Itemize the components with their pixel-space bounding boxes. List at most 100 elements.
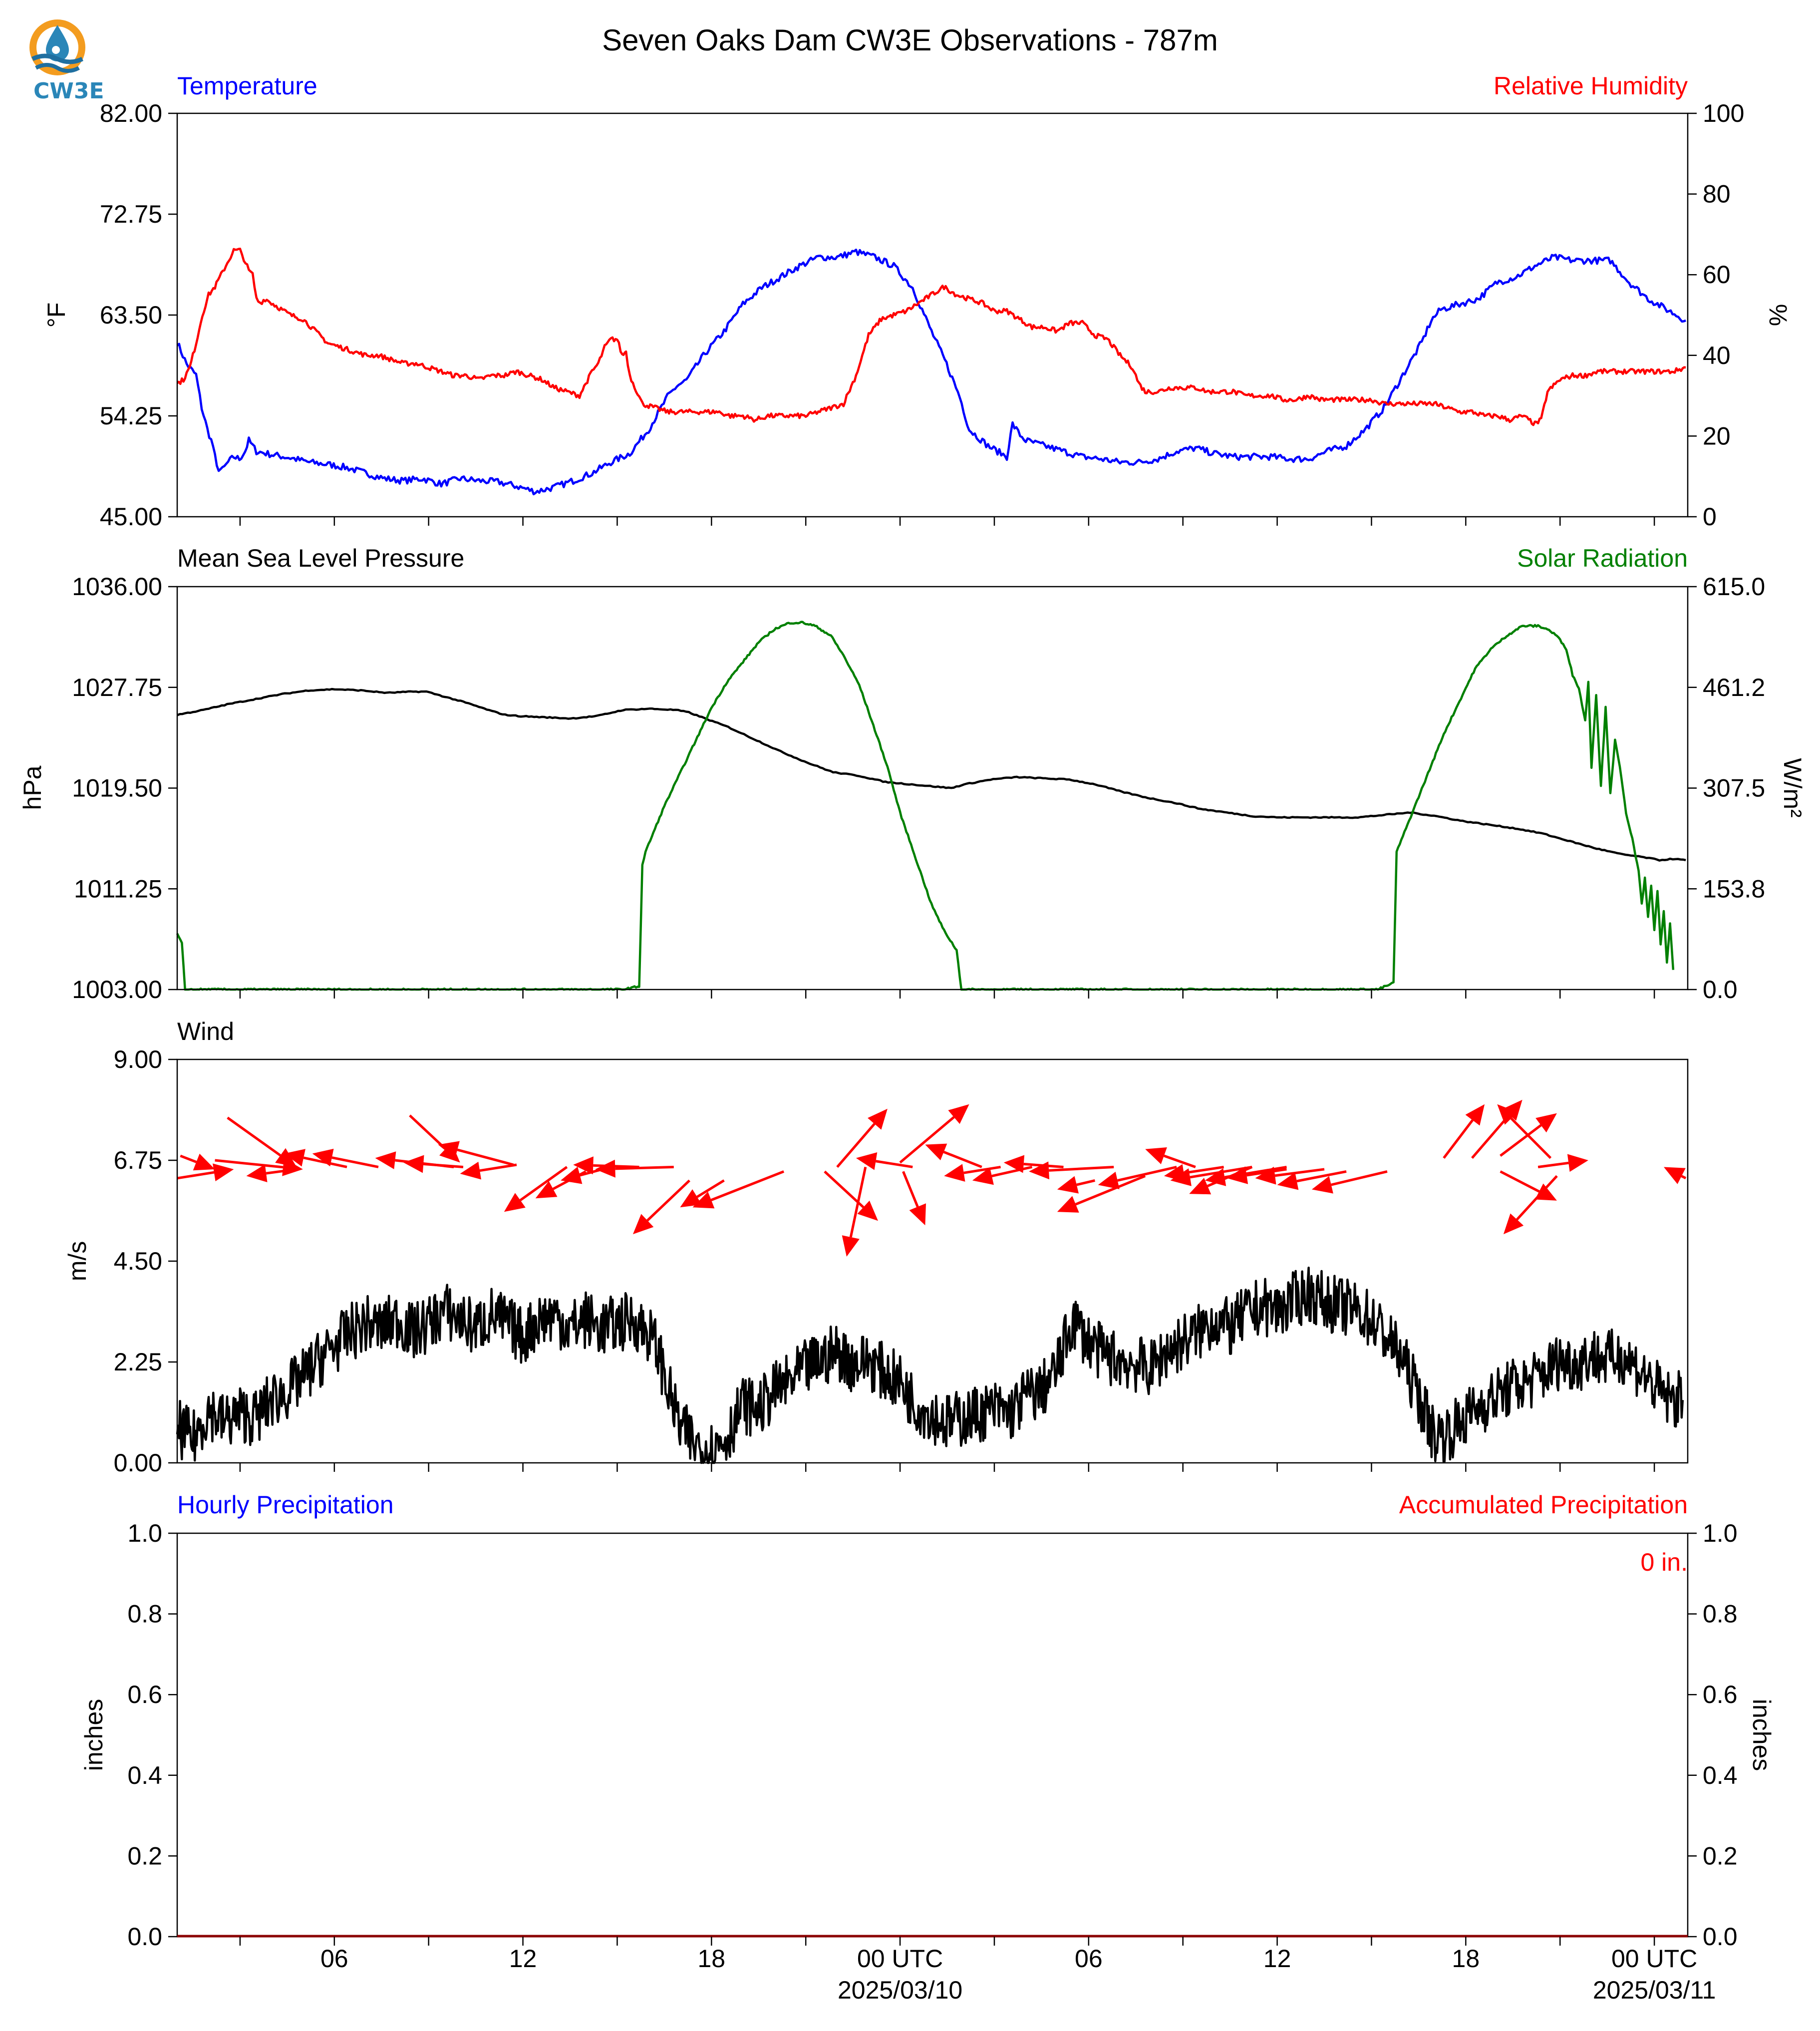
temperature-plot-frame	[176, 112, 1689, 518]
wind-arrow-shaft	[1274, 1168, 1325, 1177]
humidity-title: Relative Humidity	[1494, 72, 1688, 100]
y-tick-label: 9.00	[114, 1045, 162, 1073]
temperature-plot-area	[176, 248, 1686, 496]
y-tick-label: 1036.00	[72, 573, 162, 601]
wind-arrow	[573, 1156, 639, 1175]
temperature-line	[176, 249, 1686, 496]
wind-arrow	[460, 1161, 517, 1180]
cw3e-water-drop-logo-icon	[29, 19, 85, 75]
wind-arrow-head	[1226, 1166, 1248, 1184]
wind-arrow-shaft	[593, 1164, 639, 1168]
wind-arrow	[902, 1171, 926, 1226]
wind-arrow-head	[856, 1152, 878, 1170]
wind-arrow-shaft	[519, 1166, 568, 1202]
wind-arrow-shaft	[824, 1170, 865, 1208]
temperature-title: Temperature	[177, 72, 317, 100]
wind-arrow-shaft	[1076, 1179, 1096, 1186]
wind-arrow-shaft	[1500, 1124, 1542, 1157]
wind-arrow	[595, 1159, 674, 1178]
wind-arrow	[227, 1116, 297, 1167]
y-tick-label: 40	[1703, 341, 1731, 369]
wind-arrow-shaft	[943, 1150, 982, 1168]
wind-arrow	[842, 1166, 867, 1257]
pressure-y-ticks: 1003.00 1011.25 1019.50 1027.75 1036.00	[72, 573, 177, 1004]
wind-arrow-shaft	[266, 1168, 297, 1175]
wind-arrow	[504, 1166, 568, 1212]
temperature-x-ticks	[239, 517, 1655, 526]
y-tick-label: 0.4	[127, 1761, 162, 1789]
wind-arrow	[180, 1153, 215, 1171]
precipitation-plot-frame	[176, 1532, 1689, 1938]
wind-arrow-head	[275, 1148, 297, 1167]
y-tick-label: 1.0	[127, 1519, 162, 1547]
y-tick-label: 461.2	[1703, 674, 1765, 701]
y-tick-label: 20	[1703, 422, 1731, 450]
panel-precipitation: Hourly Precipitation Accumulated Precipi…	[80, 1491, 1776, 1951]
wind-arrow	[1500, 1170, 1557, 1201]
x-tick-label: 18	[698, 1945, 726, 1973]
humidity-y-ticks: 0 20 40 60 80 100	[1688, 99, 1744, 531]
wind-arrow-head	[1503, 1213, 1524, 1235]
x-tick-label: 12	[509, 1945, 537, 1973]
wind-arrow-head	[1535, 1113, 1557, 1133]
x-axis-labels: 06 12 18 00 UTC 06 12 18 00 UTC 2025/03/10 2025/0…	[320, 1945, 1716, 2004]
panel-wind: Wind 0.00 2.25 4.50 6.75 9.00 m/s	[63, 1017, 1689, 1477]
wind-arrow-shaft	[696, 1179, 725, 1198]
solar-line	[176, 621, 1675, 991]
accum-precip-y-ticks: 0.0 0.2 0.4 0.6 0.8 1.0	[1688, 1519, 1738, 1951]
wind-arrow	[1277, 1170, 1347, 1190]
wind-arrow-shaft	[849, 1166, 867, 1238]
wind-arrow	[1255, 1166, 1325, 1185]
wind-arrow-head	[1003, 1155, 1025, 1173]
wind-arrow-head	[1029, 1161, 1050, 1180]
solar-unit-label: W/m²	[1779, 758, 1807, 817]
wind-arrow	[836, 1108, 888, 1168]
wind-arrow	[1664, 1167, 1687, 1184]
y-tick-label: 307.5	[1703, 774, 1765, 802]
wind-arrow-shaft	[1471, 1114, 1511, 1159]
wind-arrow	[632, 1179, 690, 1235]
wind-arrow-head	[944, 1164, 965, 1182]
wind-arrow-shaft	[1184, 1165, 1224, 1174]
y-tick-label: 80	[1703, 180, 1731, 208]
wind-arrow	[899, 1104, 969, 1164]
wind-arrow-head	[1145, 1147, 1167, 1164]
wind-arrow	[177, 1163, 234, 1181]
solar-title: Solar Radiation	[1517, 544, 1688, 572]
wind-arrow-head	[1057, 1196, 1079, 1213]
wind-x-ticks	[239, 1463, 1655, 1472]
temperature-unit-label: °F	[42, 303, 70, 328]
wind-y-ticks: 0.00 2.25 4.50 6.75 9.00	[114, 1045, 177, 1477]
humidity-line	[176, 248, 1686, 426]
panel-pressure: Mean Sea Level Pressure Solar Radiation …	[18, 544, 1807, 1004]
figure-title: Seven Oaks Dam CW3E Observations - 787m	[602, 23, 1218, 57]
wind-arrow-head	[692, 1191, 715, 1209]
y-tick-label: 2.25	[114, 1348, 162, 1376]
x-tick-label: 00 UTC	[1611, 1945, 1697, 1973]
x-tick-label: 06	[320, 1945, 348, 1973]
wind-arrow-shaft	[1510, 1117, 1552, 1159]
wind-arrow-shaft	[1331, 1170, 1388, 1186]
wind-arrow	[1497, 1104, 1552, 1159]
pressure-plot-area	[176, 621, 1686, 991]
wind-arrow-shaft	[902, 1171, 919, 1208]
wind-arrow-head	[842, 1235, 860, 1257]
wind-arrow	[972, 1166, 1033, 1185]
wind-arrow-head	[1098, 1171, 1120, 1189]
wind-arrow-head	[246, 1164, 268, 1182]
wind-speed-line	[176, 1266, 1684, 1464]
wind-arrow-head	[857, 1200, 878, 1221]
wind-arrow	[1503, 1175, 1558, 1235]
y-tick-label: 0.6	[127, 1681, 162, 1708]
wind-arrow-shaft	[331, 1156, 379, 1168]
wind-arrow-head	[868, 1108, 888, 1130]
y-tick-label: 0.2	[1703, 1842, 1738, 1870]
wind-arrow	[1057, 1176, 1096, 1194]
wind-arrow	[1500, 1113, 1557, 1157]
wind-arrow-head	[535, 1181, 558, 1199]
pressure-title: Mean Sea Level Pressure	[177, 544, 464, 572]
wind-arrow-shaft	[1049, 1165, 1114, 1172]
wind-arrow	[1057, 1175, 1146, 1213]
x-date-label: 2025/03/11	[1593, 1976, 1716, 2004]
wind-arrow	[1311, 1170, 1388, 1194]
